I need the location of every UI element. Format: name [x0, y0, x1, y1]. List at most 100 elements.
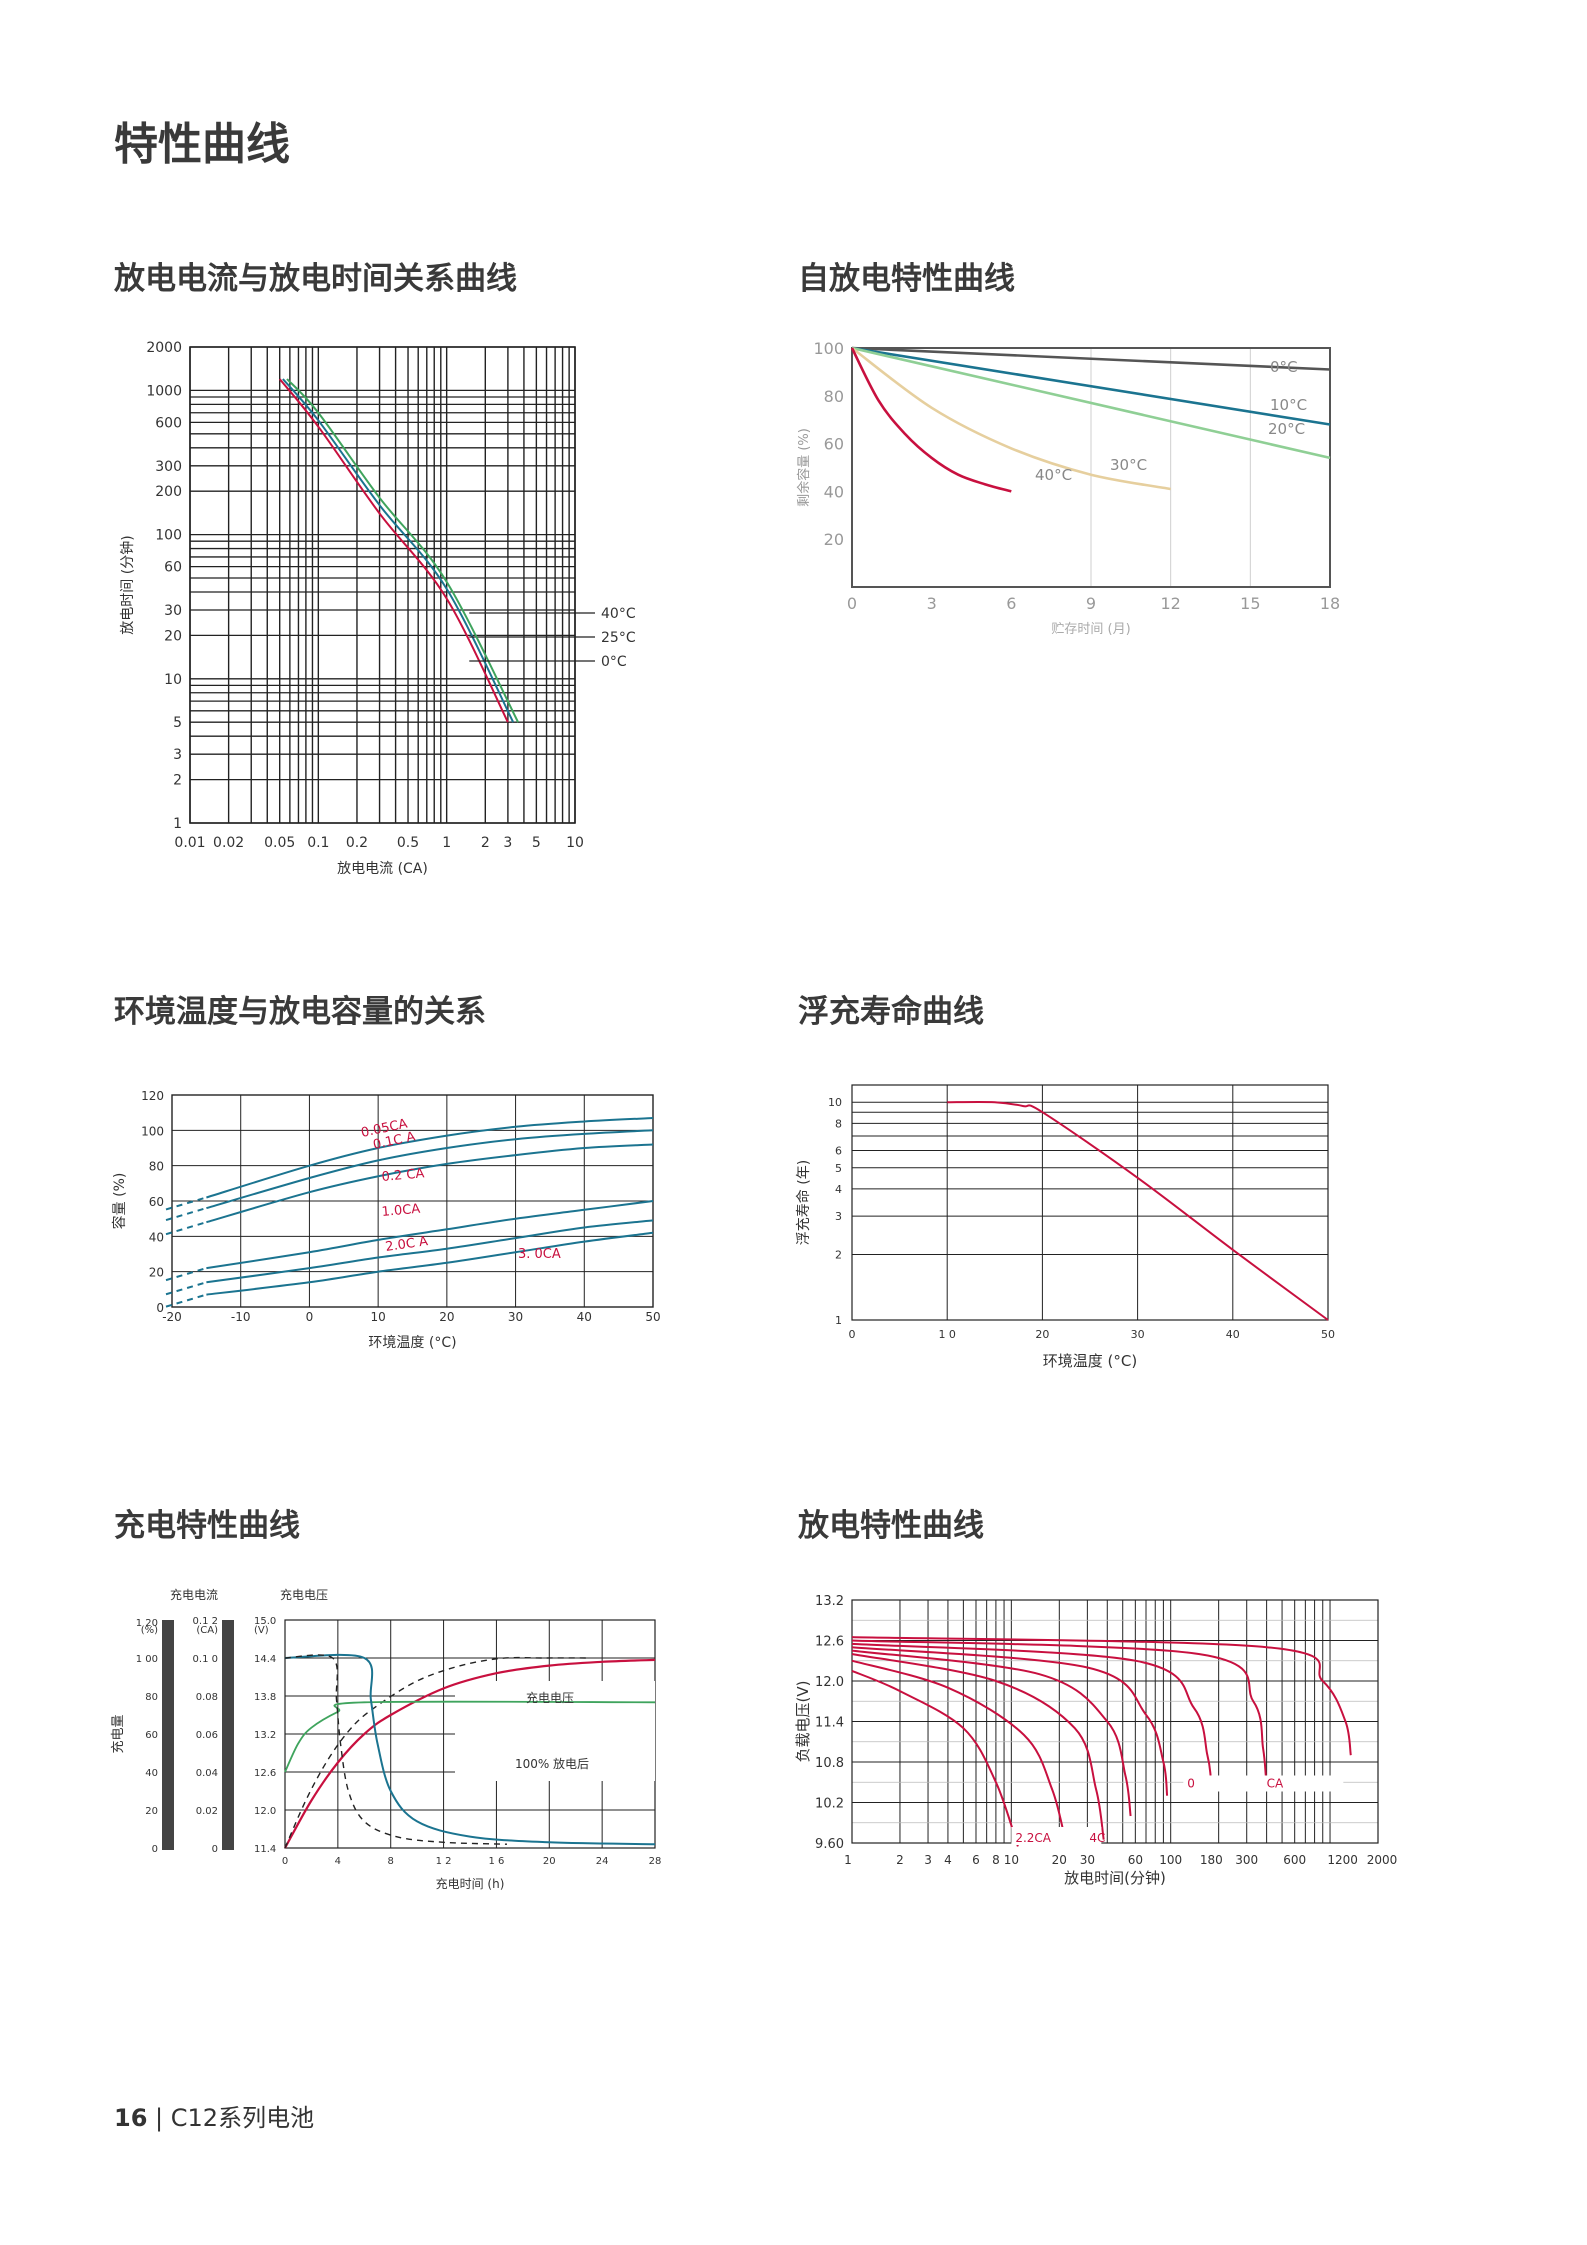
y-tick-label: 80 [149, 1160, 164, 1174]
footer-separator: | [155, 2104, 164, 2132]
x-tick-label: 28 [649, 1856, 662, 1867]
x-tick-label: 18 [1320, 594, 1340, 613]
series-line-7 [851, 1636, 1352, 1756]
curve-label-0: 0 [1187, 1777, 1195, 1791]
x-tick-label: 1 [442, 835, 451, 851]
annotation-voltage: 充电电压 [526, 1690, 574, 1705]
ca-tick-label: 0.1 2 [193, 1616, 218, 1627]
y-axis-label: 浮充寿命 (年) [795, 1160, 812, 1245]
x-tick-label: 4 [944, 1853, 952, 1867]
x-tick-label: 60 [1128, 1853, 1143, 1867]
chart-discharge-characteristics: 9.60 10.2 10.8 11.4 12.0 12.6 13.2 1 2 3 4 6 8 10 20 30… [790, 1594, 1430, 1925]
x-tick-label: 0 [306, 1310, 314, 1324]
percent-tick-label: 0 [152, 1844, 158, 1855]
y-tick-label: 2 [173, 773, 182, 789]
series-line-0 [278, 378, 509, 723]
series-dashed-extension [165, 1293, 207, 1308]
x-tick-label: 40 [1226, 1328, 1240, 1341]
y-tick-label: 10 [828, 1096, 842, 1109]
x-tick-label: 0.01 [174, 835, 205, 851]
y-tick-label: 100 [141, 1124, 164, 1138]
x-tick-label: 3 [503, 835, 512, 851]
y-tick-label: 4 [835, 1183, 842, 1196]
y-tick-label: 60 [149, 1195, 164, 1209]
series-line-4 [206, 1219, 654, 1284]
percent-tick-label: 40 [145, 1768, 158, 1779]
y-tick-label: 40 [149, 1230, 164, 1244]
series-line-3 [851, 346, 1171, 491]
y-tick-label: 600 [155, 415, 182, 431]
y-axis-label: 容量 (%) [111, 1173, 128, 1230]
curve-label-4c: 4C [1089, 1831, 1105, 1845]
y-tick-label: 5 [835, 1162, 842, 1175]
x-tick-label: 15 [1240, 594, 1260, 613]
x-tick-label: 20 [1035, 1328, 1049, 1341]
chart-title-discharge-current-time: 放电电流与放电时间关系曲线 [114, 261, 517, 297]
y-tick-label: 20 [824, 530, 844, 549]
x-tick-label: 20 [1052, 1853, 1067, 1867]
x-tick-label: 30 [508, 1310, 523, 1324]
y-tick-label: 2000 [146, 340, 182, 356]
x-tick-label: 100 [1159, 1853, 1182, 1867]
x-tick-label: 0 [849, 1328, 856, 1341]
series-line-1 [851, 1659, 1067, 1844]
x-tick-label: -10 [231, 1310, 251, 1324]
x-tick-label: 50 [1321, 1328, 1335, 1341]
x-tick-label: 6 [972, 1853, 980, 1867]
series-line-2 [851, 346, 1331, 460]
y-tick-label: 8 [835, 1117, 842, 1130]
series-label: 40°C [1035, 466, 1072, 484]
y-tick-label: 13.2 [815, 1594, 844, 1609]
series-line-5 [851, 1642, 1212, 1776]
y-tick-label: 30 [164, 603, 182, 619]
chart-discharge-current-time: 0.01 0.02 0.05 0.1 0.2 0.5 1 2 3 5 10 1 2 3 5 10 20 30 60 1… [110, 330, 670, 877]
x-tick-label: 600 [1283, 1853, 1306, 1867]
series-dashed-current [284, 1654, 508, 1845]
x-tick-label: 0.1 [307, 835, 329, 851]
y-tick-label: 0 [156, 1301, 164, 1315]
series-line-4 [850, 347, 1012, 493]
series-dashed-extension [165, 1281, 207, 1296]
curve-label-ca: CA [1267, 1777, 1284, 1791]
plot-frame [189, 346, 576, 824]
y-tick-label: 6 [835, 1145, 842, 1158]
y-tick-label: 60 [164, 560, 182, 576]
chart-title-discharge-characteristics: 放电特性曲线 [798, 1508, 984, 1544]
series-line-3 [206, 1200, 654, 1270]
plot-frame [851, 347, 1331, 588]
x-tick-label: 8 [388, 1856, 394, 1867]
y-tick-label: 60 [824, 435, 844, 454]
chart-title-float-life: 浮充寿命曲线 [798, 994, 984, 1030]
plot-frame [851, 1084, 1329, 1321]
x-axis-label: 放电电流 (CA) [337, 861, 428, 877]
series-line-2 [851, 1653, 1105, 1840]
y-tick-label: 10.2 [815, 1797, 844, 1812]
series-label: 2.0C A [384, 1234, 429, 1255]
series-label: 40°C [601, 606, 636, 622]
series-dashed-extension [165, 1207, 207, 1222]
series-line-0 [851, 1669, 1019, 1847]
x-tick-label: 0.02 [213, 835, 244, 851]
x-tick-label: 10 [371, 1310, 386, 1324]
x-tick-label: 6 [1006, 594, 1016, 613]
voltage-tick-label: 13.2 [254, 1730, 276, 1741]
x-tick-label: 2000 [1367, 1853, 1398, 1867]
series-line-5 [206, 1231, 654, 1296]
y-axis-label: 剩余容量 (%) [796, 428, 812, 507]
y-tick-label: 5 [173, 715, 182, 731]
x-tick-label: 1 0 [938, 1328, 956, 1341]
series-label: 0°C [1270, 358, 1298, 376]
x-tick-label: 3 [924, 1853, 932, 1867]
percent-tick-label: 1 20 [136, 1618, 158, 1629]
axis-header-current: 充电电流 [170, 1587, 218, 1602]
series-line-4 [851, 1646, 1169, 1796]
voltage-tick-label: 12.6 [254, 1768, 276, 1779]
ca-tick-label: 0.06 [196, 1730, 218, 1741]
footer-page-number: 16 [114, 2104, 148, 2132]
y-tick-label: 120 [141, 1089, 164, 1103]
ca-tick-label: 0.04 [196, 1768, 218, 1779]
footer-series-name: C12系列电池 [170, 2104, 315, 2132]
voltage-tick-label: 11.4 [254, 1844, 276, 1855]
series-line-3 [851, 1649, 1132, 1817]
x-tick-label: 12 [1160, 594, 1180, 613]
